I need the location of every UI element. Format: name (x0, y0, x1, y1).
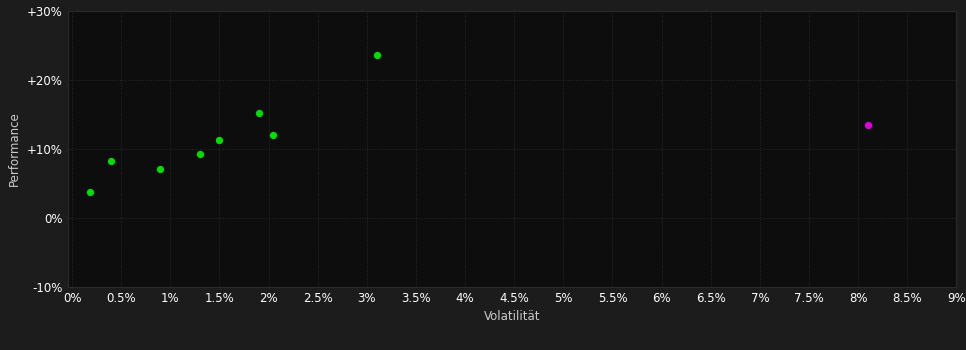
Y-axis label: Performance: Performance (9, 111, 21, 186)
Point (82, 189, 98, 194)
X-axis label: Volatilität: Volatilität (484, 310, 540, 323)
Point (212, 138, 227, 143)
Point (192, 152, 208, 157)
Point (103, 159, 119, 164)
Point (860, 122, 875, 127)
Point (369, 52, 384, 58)
Point (251, 110, 267, 116)
Point (266, 132, 281, 138)
Point (153, 167, 168, 172)
